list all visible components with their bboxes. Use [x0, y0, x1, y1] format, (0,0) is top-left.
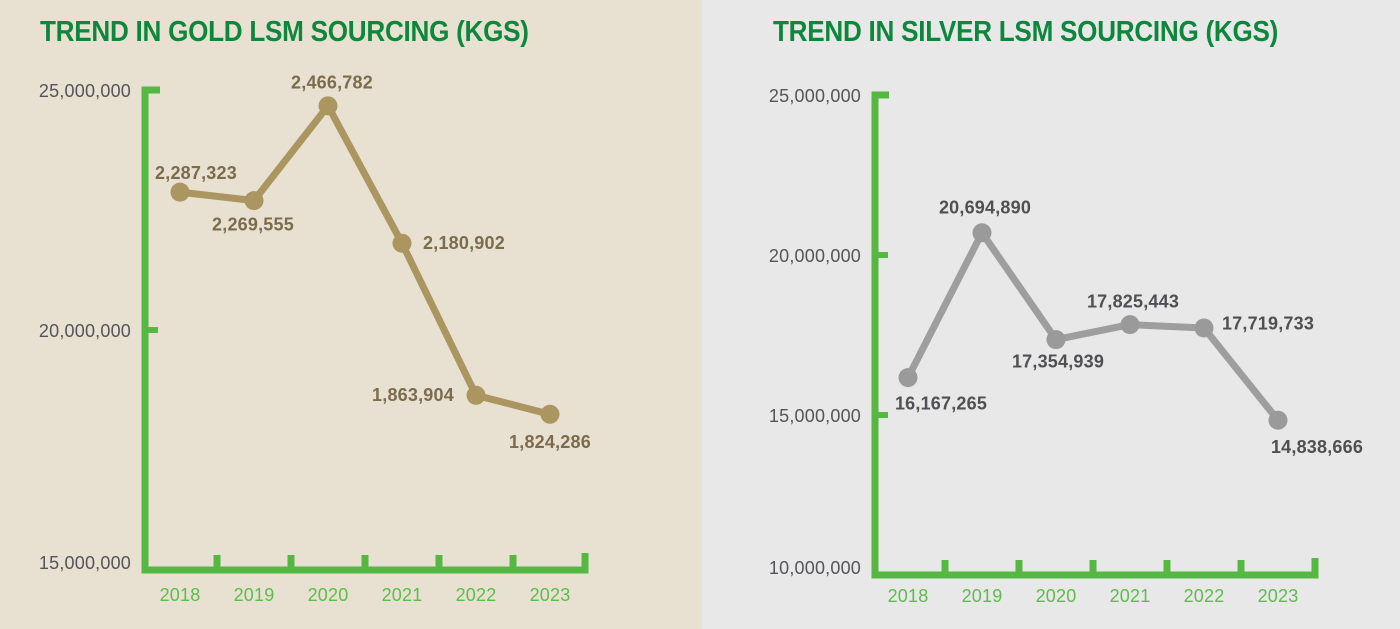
data-point-label: 17,719,733: [1222, 314, 1314, 334]
silver-chart-panel: TREND IN SILVER LSM SOURCING (KGS) 10,00…: [702, 0, 1400, 629]
y-tick-label: 15,000,000: [769, 406, 861, 426]
x-tick-label: 2019: [962, 586, 1003, 606]
data-point-label: 17,825,443: [1087, 291, 1179, 311]
data-point: [466, 385, 486, 405]
gold-trend-chart: 15,000,000 20,000,000 25,000,000 2018 2019 20…: [39, 73, 591, 605]
data-point: [1194, 318, 1214, 338]
x-tick-label: 2021: [1110, 586, 1151, 606]
y-tick-label: 25,000,000: [769, 86, 861, 106]
y-tick-label: 10,000,000: [769, 558, 861, 578]
data-point-label: 16,167,265: [895, 393, 987, 413]
gold-chart-title: TREND IN GOLD LSM SOURCING (KGS): [40, 16, 529, 48]
data-point-label: 20,694,890: [939, 198, 1031, 218]
y-tick-label: 20,000,000: [769, 246, 861, 266]
x-tick-label: 2020: [1036, 586, 1077, 606]
data-point: [540, 404, 560, 424]
data-point: [318, 96, 338, 116]
data-point: [1120, 315, 1140, 335]
data-point: [972, 223, 992, 243]
x-tick-label: 2018: [888, 586, 929, 606]
data-point: [170, 182, 190, 202]
gold-chart-panel: TREND IN GOLD LSM SOURCING (KGS) 15,000,…: [0, 0, 702, 629]
x-tick-label: 2022: [456, 585, 497, 605]
data-point: [1046, 330, 1066, 350]
data-point-label: 2,466,782: [291, 73, 373, 93]
x-tick-label: 2023: [1258, 586, 1299, 606]
data-point: [392, 233, 412, 253]
x-tick-label: 2019: [234, 585, 275, 605]
x-tick-label: 2018: [160, 585, 201, 605]
data-point-label: 14,838,666: [1271, 437, 1363, 457]
data-point-label: 2,269,555: [212, 214, 294, 234]
x-tick-label: 2022: [1184, 586, 1225, 606]
data-point: [1268, 410, 1288, 430]
data-point-label: 2,287,323: [155, 163, 237, 183]
trend-line: [176, 102, 554, 418]
data-point-label: 17,354,939: [1012, 351, 1104, 371]
y-tick-label: 20,000,000: [39, 321, 131, 341]
axis-frame: [141, 86, 589, 574]
x-tick-label: 2023: [530, 585, 571, 605]
data-point-label: 1,863,904: [372, 385, 454, 405]
axis-frame: [871, 91, 1319, 579]
data-point-label: 1,824,286: [509, 432, 591, 452]
data-point: [898, 368, 918, 388]
data-point: [244, 191, 264, 211]
data-point-label: 2,180,902: [423, 233, 505, 253]
y-tick-label: 25,000,000: [39, 81, 131, 101]
trend-line: [904, 229, 1282, 424]
silver-trend-chart: 10,000,000 15,000,000 20,000,000 25,000,000…: [769, 86, 1363, 606]
x-tick-label: 2021: [382, 585, 423, 605]
silver-chart-title: TREND IN SILVER LSM SOURCING (KGS): [773, 16, 1279, 48]
x-tick-label: 2020: [308, 585, 349, 605]
y-tick-label: 15,000,000: [39, 553, 131, 573]
